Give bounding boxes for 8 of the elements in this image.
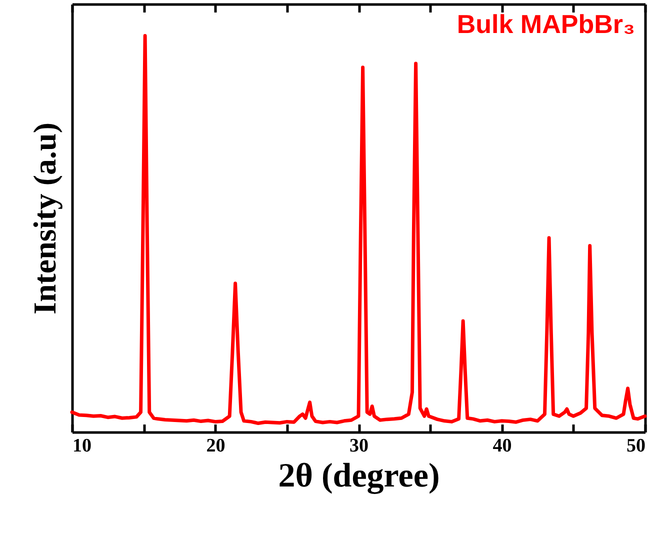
x-tick-label: 20 [206,436,226,456]
x-tick-label: 30 [350,436,368,456]
y-axis-title: Intensity (a.u) [26,122,62,315]
series-label: Bulk MAPbBr₃ [456,9,635,39]
x-axis-title: 2θ (degree) [278,458,440,494]
x-tick-label: 40 [492,436,512,456]
x-tick-label: 50 [626,436,646,456]
x-tick-label: 10 [72,436,92,456]
